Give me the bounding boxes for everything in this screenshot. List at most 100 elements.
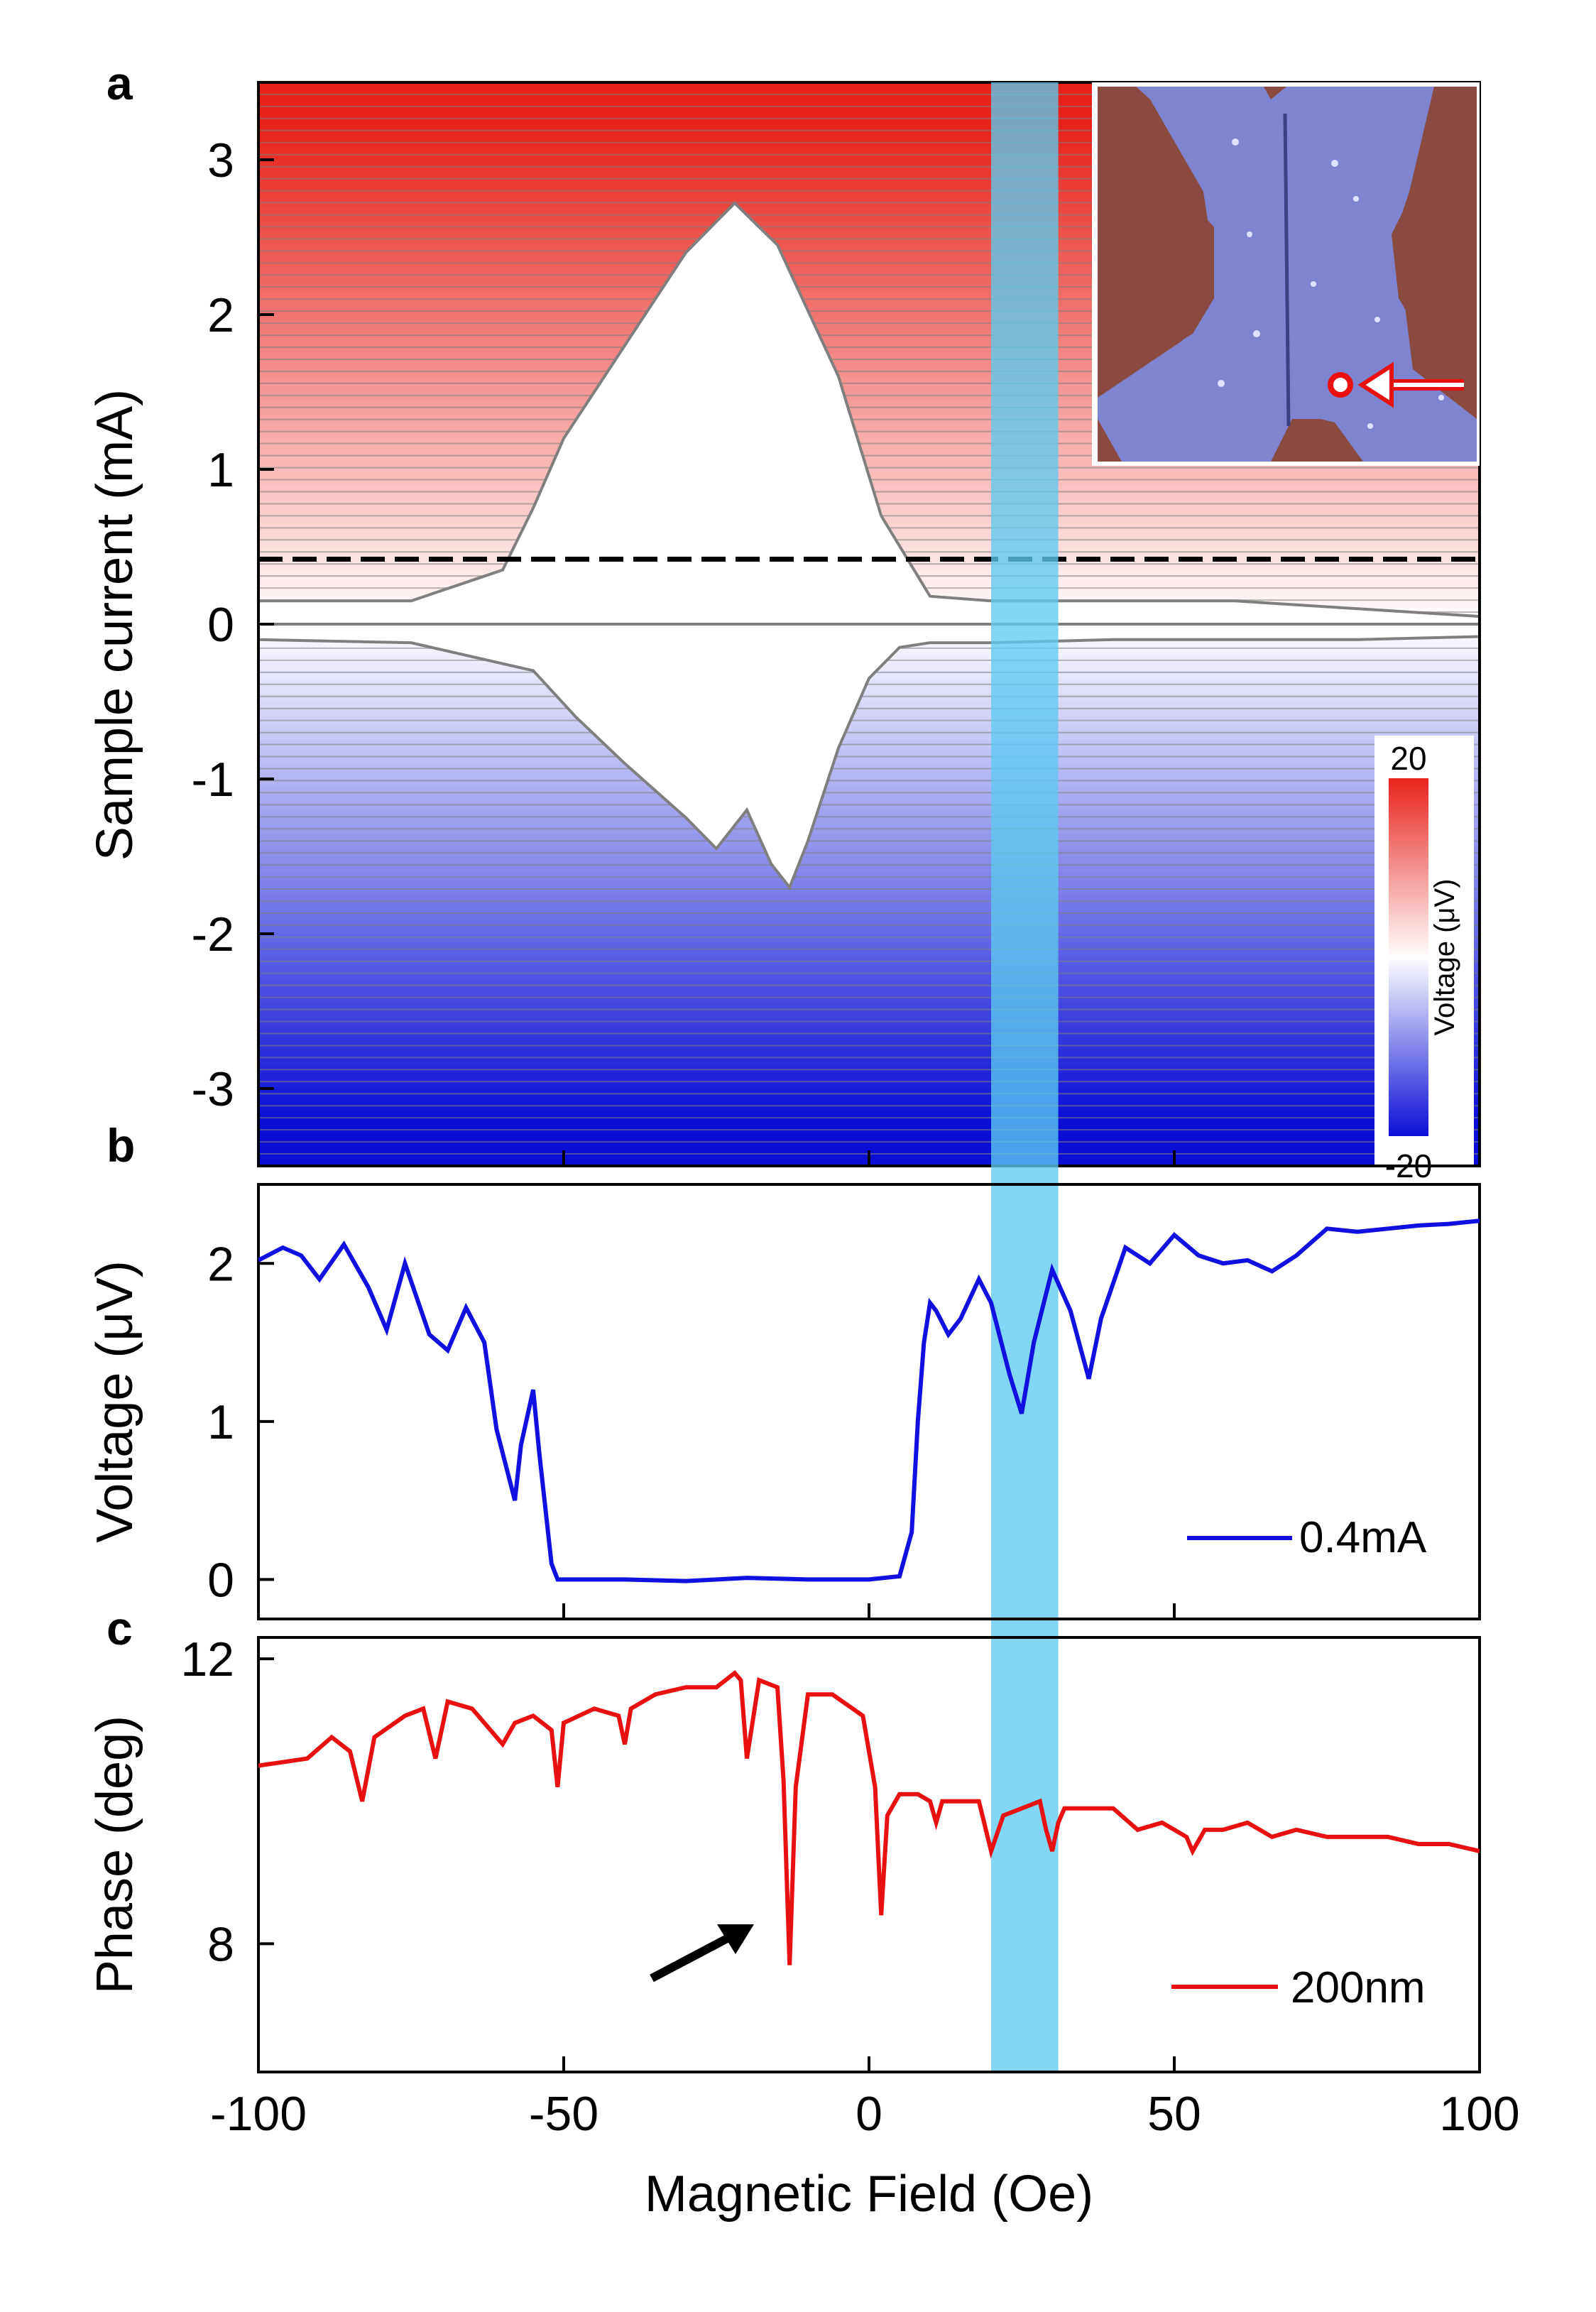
heatmap-row — [258, 1081, 1480, 1089]
panel-label-b: b — [106, 1119, 135, 1172]
heatmap-row — [258, 748, 1480, 757]
panel-b-frame — [257, 1183, 1481, 1620]
legend-c-label: 200nm — [1291, 1963, 1426, 2012]
heatmap-row — [258, 1127, 1480, 1136]
heatmap-row — [258, 841, 1480, 850]
heatmap-row — [258, 732, 1480, 741]
heatmap-row — [258, 702, 1480, 710]
heatmap-row — [258, 863, 1480, 873]
colorbar-min-label: -20 — [1385, 1147, 1432, 1184]
heatmap-row — [258, 462, 1480, 470]
y-tick-label-b: 0 — [207, 1553, 234, 1607]
heatmap-row — [258, 771, 1480, 780]
heatmap-row — [258, 361, 1480, 370]
heatmap-row — [258, 345, 1480, 354]
heatmap-row — [258, 438, 1480, 447]
heatmap-row — [258, 716, 1480, 726]
heatmap-row — [258, 895, 1480, 904]
heatmap-row — [258, 903, 1480, 912]
x-tick-label: -100 — [210, 2087, 307, 2141]
legend-b-label: 0.4mA — [1299, 1513, 1427, 1562]
heatmap-row — [258, 129, 1480, 138]
heatmap-row — [258, 910, 1480, 920]
heatmap-row — [258, 879, 1480, 888]
panel-b-ticks: 0 1 2 — [207, 1237, 274, 1607]
y-tick-label-c: 12 — [180, 1632, 234, 1686]
heatmap-row — [258, 1103, 1480, 1113]
heatmap-row — [258, 802, 1480, 811]
heatmap-row — [258, 972, 1480, 981]
y-tick-label-a: -2 — [192, 907, 234, 961]
heatmap-row — [258, 724, 1480, 734]
x-axis-label: Magnetic Field (Oe) — [645, 2166, 1093, 2223]
heatmap-row — [258, 1042, 1480, 1051]
heatmap-row — [258, 1089, 1480, 1097]
heatmap-row — [258, 407, 1480, 416]
panel-label-c: c — [106, 1602, 133, 1654]
panel-c-ticks: 8 12 — [180, 1632, 274, 1971]
heatmap-row — [258, 709, 1480, 718]
heatmap-row — [258, 152, 1480, 160]
heatmap-row — [258, 786, 1480, 795]
phase-series-line — [258, 1670, 1480, 1965]
heatmap-row — [258, 1034, 1480, 1043]
heatmap-row — [258, 283, 1480, 293]
heatmap-row — [258, 996, 1480, 1005]
heatmap-row — [258, 260, 1480, 269]
heatmap-row — [258, 113, 1480, 122]
heatmap-row — [258, 430, 1480, 440]
heatmap-row — [258, 1057, 1480, 1067]
x-tick-label: 0 — [856, 2087, 882, 2141]
heatmap-row — [258, 1073, 1480, 1082]
heatmap-row — [258, 229, 1480, 238]
heatmap-row — [258, 237, 1480, 246]
heatmap-row — [258, 160, 1480, 168]
heatmap-row — [258, 337, 1480, 347]
heatmap-row — [258, 136, 1480, 146]
heatmap-row — [258, 1011, 1480, 1020]
heatmap-row — [258, 694, 1480, 702]
heatmap-row — [258, 206, 1480, 215]
y-tick-label-c: 8 — [207, 1917, 234, 1971]
y-axis-label-b: Voltage (μV) — [87, 1260, 143, 1543]
y-axis-label-c: Phase (deg) — [87, 1716, 143, 1994]
heatmap-row — [258, 399, 1480, 408]
dip-arrow — [650, 1924, 754, 1983]
heatmap-row — [258, 678, 1480, 687]
y-tick-label-b: 1 — [207, 1395, 234, 1449]
heatmap-row — [258, 244, 1480, 253]
panel-a-ticks: 3 2 1 0 -1 -2 -3 — [192, 133, 274, 1116]
heatmap-row — [258, 384, 1480, 393]
heatmap-row — [258, 252, 1480, 261]
heatmap-row — [258, 988, 1480, 997]
heatmap-row — [258, 175, 1480, 184]
heatmap-row — [258, 980, 1480, 989]
heatmap-row — [258, 763, 1480, 773]
panel-b: 0 1 2 0.4mA — [207, 1183, 1481, 1620]
colorbar-gradient — [1389, 778, 1428, 1136]
heatmap-row — [258, 105, 1480, 114]
heatmap-row — [258, 190, 1480, 200]
heatmap-row — [258, 1119, 1480, 1128]
heatmap-row — [258, 809, 1480, 819]
heatmap-row — [258, 121, 1480, 130]
y-tick-label-a: 2 — [207, 288, 234, 342]
heatmap-row — [258, 369, 1480, 378]
heatmap-row — [258, 918, 1480, 927]
heatmap-row — [258, 871, 1480, 880]
superconducting-region-lower — [258, 623, 1480, 890]
inset-micrograph — [1092, 82, 1480, 466]
heatmap-row — [258, 1003, 1480, 1012]
panel-label-a: a — [106, 57, 133, 109]
heatmap-row — [258, 329, 1480, 339]
heatmap-row — [258, 392, 1480, 400]
y-tick-label-a: 0 — [207, 598, 234, 652]
y-tick-label-b: 2 — [207, 1237, 234, 1291]
heatmap-row — [258, 941, 1480, 950]
heatmap-row — [258, 1018, 1480, 1027]
heatmap-row — [258, 794, 1480, 803]
y-axis-label-a: Sample current (mA) — [87, 389, 143, 861]
heatmap-row — [258, 353, 1480, 362]
heatmap-row — [258, 1096, 1480, 1105]
heatmap-row — [258, 144, 1480, 153]
